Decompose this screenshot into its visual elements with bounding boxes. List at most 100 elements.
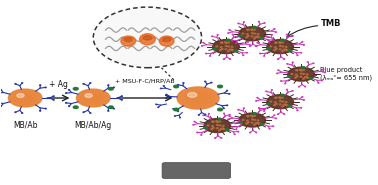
Circle shape <box>222 125 224 126</box>
Circle shape <box>207 125 209 126</box>
Circle shape <box>14 92 37 104</box>
Circle shape <box>17 94 33 102</box>
Circle shape <box>246 123 248 124</box>
Circle shape <box>274 50 276 51</box>
Text: Magnet: Magnet <box>180 166 213 175</box>
Circle shape <box>85 94 92 97</box>
Circle shape <box>247 116 248 117</box>
Circle shape <box>253 113 256 115</box>
Circle shape <box>88 95 98 101</box>
Ellipse shape <box>163 38 171 42</box>
Circle shape <box>218 118 221 120</box>
Circle shape <box>212 121 214 122</box>
Circle shape <box>218 85 223 88</box>
Text: Blue product
(λₘₐˣ= 655 nm): Blue product (λₘₐˣ= 655 nm) <box>321 67 372 81</box>
Circle shape <box>266 91 267 92</box>
Circle shape <box>257 97 258 98</box>
Ellipse shape <box>159 36 174 46</box>
Circle shape <box>279 104 281 105</box>
Circle shape <box>306 74 308 75</box>
Circle shape <box>227 105 228 106</box>
Circle shape <box>248 116 249 117</box>
Circle shape <box>216 46 218 47</box>
Circle shape <box>307 77 308 78</box>
Circle shape <box>220 128 222 129</box>
Circle shape <box>190 94 206 102</box>
Circle shape <box>252 116 253 117</box>
Circle shape <box>296 74 297 75</box>
Circle shape <box>282 97 284 98</box>
Circle shape <box>280 39 284 41</box>
Circle shape <box>228 42 229 43</box>
Circle shape <box>294 77 296 78</box>
Circle shape <box>306 77 308 78</box>
Circle shape <box>246 120 248 121</box>
Circle shape <box>285 83 286 84</box>
Circle shape <box>257 36 259 37</box>
Circle shape <box>255 36 257 37</box>
Circle shape <box>255 123 257 124</box>
Circle shape <box>296 76 298 77</box>
Circle shape <box>227 90 228 91</box>
Circle shape <box>238 131 239 132</box>
Circle shape <box>228 46 229 47</box>
Circle shape <box>15 93 36 103</box>
Circle shape <box>300 76 302 77</box>
Circle shape <box>10 90 40 106</box>
Circle shape <box>17 94 24 97</box>
Circle shape <box>83 93 104 103</box>
Circle shape <box>253 26 256 28</box>
Circle shape <box>182 90 214 106</box>
Circle shape <box>251 119 253 120</box>
Circle shape <box>323 69 324 70</box>
Circle shape <box>19 95 31 101</box>
Circle shape <box>179 88 217 108</box>
Circle shape <box>86 94 101 102</box>
Circle shape <box>212 121 214 122</box>
Circle shape <box>301 70 302 71</box>
Circle shape <box>8 89 42 107</box>
Ellipse shape <box>93 7 201 68</box>
Circle shape <box>302 67 305 68</box>
Circle shape <box>257 122 259 123</box>
Circle shape <box>270 101 272 102</box>
Circle shape <box>267 95 293 109</box>
Circle shape <box>239 120 240 121</box>
Circle shape <box>282 46 284 47</box>
Circle shape <box>291 73 293 74</box>
Circle shape <box>267 40 293 54</box>
Ellipse shape <box>143 36 152 40</box>
Circle shape <box>275 42 277 43</box>
Circle shape <box>249 132 251 133</box>
Circle shape <box>194 121 195 122</box>
Circle shape <box>108 106 113 109</box>
Circle shape <box>288 75 291 77</box>
Circle shape <box>228 119 229 120</box>
Circle shape <box>300 69 301 70</box>
Circle shape <box>231 46 233 47</box>
Circle shape <box>216 121 217 122</box>
Circle shape <box>257 120 259 121</box>
Circle shape <box>301 73 302 74</box>
Circle shape <box>251 122 253 123</box>
Circle shape <box>212 126 213 127</box>
Circle shape <box>275 97 277 98</box>
Circle shape <box>266 103 270 105</box>
Circle shape <box>275 97 276 98</box>
Circle shape <box>242 33 244 34</box>
Circle shape <box>226 39 230 41</box>
Circle shape <box>76 89 110 107</box>
Circle shape <box>260 37 264 39</box>
Circle shape <box>239 35 242 37</box>
Circle shape <box>246 34 248 35</box>
Circle shape <box>279 42 280 43</box>
Circle shape <box>239 27 265 41</box>
Circle shape <box>221 48 223 49</box>
Circle shape <box>258 37 260 38</box>
Circle shape <box>184 90 212 106</box>
Circle shape <box>225 129 229 131</box>
Circle shape <box>220 50 221 51</box>
Circle shape <box>113 108 114 109</box>
Circle shape <box>213 40 239 54</box>
Text: + Ag: + Ag <box>49 80 68 89</box>
